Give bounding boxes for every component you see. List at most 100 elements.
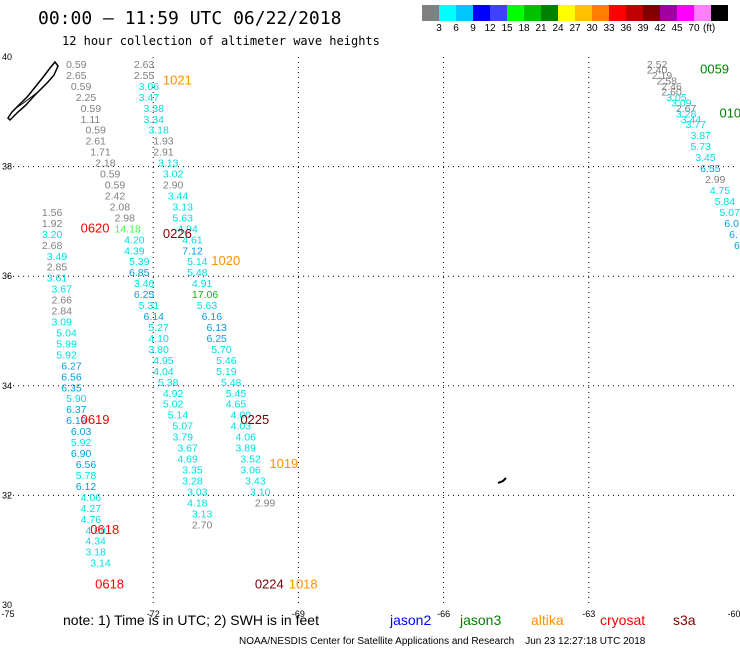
wave-height-value: 3.02 bbox=[163, 169, 184, 181]
wave-height-value: 3.61 bbox=[47, 273, 68, 285]
wave-height-value: 7.12 bbox=[182, 245, 203, 257]
wave-height-value: 2.68 bbox=[42, 240, 63, 252]
wave-height-value: 5.04 bbox=[56, 327, 77, 339]
wave-height-value: 4.39 bbox=[124, 245, 145, 257]
credit-line: NOAA/NESDIS Center for Satellite Applica… bbox=[239, 636, 646, 647]
wave-height-value: 14.18 bbox=[114, 223, 140, 235]
wave-height-value: 4.06 bbox=[81, 492, 102, 504]
wave-height-value: 4.20 bbox=[124, 234, 145, 246]
wave-height-value: 3.34 bbox=[144, 114, 165, 126]
pass-time-label: 0619 bbox=[81, 412, 110, 427]
wave-height-value: 2.67 bbox=[676, 103, 697, 115]
wave-height-value: 5.99 bbox=[56, 338, 77, 350]
wave-height-value: 6.03 bbox=[71, 426, 92, 438]
wave-height-value: 6.16 bbox=[202, 311, 223, 323]
wave-height-value: 4.09 bbox=[85, 525, 106, 537]
scale-label: 3 bbox=[436, 23, 442, 34]
wave-height-value: 3.20 bbox=[42, 229, 63, 241]
scale-label: 9 bbox=[470, 23, 476, 34]
wave-height-value: 0.59 bbox=[85, 125, 106, 137]
wave-height-value: 17.06 bbox=[192, 289, 218, 301]
coastline bbox=[15, 85, 45, 109]
wave-height-value: 3.06 bbox=[139, 81, 160, 93]
y-tick-label: 40 bbox=[2, 52, 12, 62]
wave-height-value: 3.87 bbox=[690, 130, 711, 142]
wave-height-value: 2.40 bbox=[647, 64, 668, 76]
wave-height-value: 6.19 bbox=[66, 415, 87, 427]
wave-height-value: 0.59 bbox=[105, 180, 126, 192]
wave-height-value: 4.76 bbox=[81, 514, 102, 526]
scale-swatch bbox=[473, 5, 490, 21]
wave-height-value: 3.13 bbox=[192, 508, 213, 520]
scale-swatch bbox=[660, 5, 677, 21]
wave-height-value: 6.0 bbox=[724, 218, 739, 230]
wave-height-value: 3.47 bbox=[139, 92, 160, 104]
wave-height-value: 4.91 bbox=[192, 278, 213, 290]
x-tick-label: -60 bbox=[727, 609, 740, 619]
wave-height-value: 0.59 bbox=[71, 81, 92, 93]
wave-height-value: 3.18 bbox=[85, 547, 106, 559]
wave-height-value: 5.19 bbox=[216, 366, 237, 378]
scale-swatch bbox=[490, 5, 507, 21]
wave-height-value: 5.14 bbox=[187, 256, 208, 268]
wave-height-value: 3.79 bbox=[173, 432, 194, 444]
wave-height-value: 3.49 bbox=[47, 251, 68, 263]
pass-time-label: 1021 bbox=[163, 72, 192, 87]
wave-height-value: 5.27 bbox=[148, 322, 169, 334]
wave-height-value: 3.77 bbox=[686, 119, 707, 131]
wave-height-value: 5.39 bbox=[129, 256, 150, 268]
scale-label: 42 bbox=[654, 23, 666, 34]
wave-height-value: 3.18 bbox=[148, 125, 169, 137]
y-tick-label: 38 bbox=[2, 162, 12, 172]
wave-height-value: 2.84 bbox=[52, 306, 73, 318]
scale-label: 18 bbox=[518, 23, 530, 34]
wave-height-value: 6.14 bbox=[144, 311, 165, 323]
scale-label: 36 bbox=[620, 23, 632, 34]
wave-height-value: 6.56 bbox=[61, 371, 82, 383]
wave-height-value: 4.61 bbox=[182, 234, 203, 246]
wave-height-value: 2.60 bbox=[661, 86, 682, 98]
wave-height-value: 2.98 bbox=[114, 212, 135, 224]
wave-height-value: 5.92 bbox=[71, 437, 92, 449]
wave-height-value: 2.99 bbox=[255, 497, 276, 509]
wave-height-value: 4.65 bbox=[226, 399, 247, 411]
island bbox=[497, 477, 507, 484]
wave-height-value: 3.14 bbox=[90, 558, 111, 570]
scale-label: 33 bbox=[603, 23, 615, 34]
wave-height-value: 6.12 bbox=[76, 481, 97, 493]
wave-height-value: 2.66 bbox=[52, 295, 73, 307]
chart-subtitle: 12 hour collection of altimeter wave hei… bbox=[62, 34, 380, 48]
wave-height-value: 2.55 bbox=[134, 70, 155, 82]
legend-s3a: s3a bbox=[673, 612, 696, 628]
wave-height-value: 0.59 bbox=[66, 59, 87, 71]
wave-height-value: 4.27 bbox=[81, 503, 102, 515]
wave-height-value: 3.09 bbox=[671, 97, 692, 109]
x-tick-label: -66 bbox=[437, 609, 450, 619]
scale-label: 12 bbox=[484, 23, 496, 34]
scale-label: 45 bbox=[671, 23, 683, 34]
wave-height-value: 6.55 bbox=[700, 163, 721, 175]
wave-height-value: 1.93 bbox=[153, 136, 174, 148]
wave-height-value: 0.59 bbox=[81, 103, 102, 115]
wave-height-value: 5.70 bbox=[211, 344, 232, 356]
scale-swatch bbox=[592, 5, 609, 21]
scale-swatch bbox=[609, 5, 626, 21]
legend-jason3: jason3 bbox=[460, 612, 502, 628]
wave-height-value: 3.13 bbox=[158, 158, 179, 170]
scale-label: 70 bbox=[688, 23, 700, 34]
scale-swatch bbox=[422, 5, 439, 21]
wave-height-value: 2.90 bbox=[163, 180, 184, 192]
wave-height-value: 3.67 bbox=[52, 284, 73, 296]
wave-height-value: 3.89 bbox=[235, 443, 256, 455]
wave-height-value: 3.67 bbox=[177, 443, 198, 455]
wave-height-value: 3.09 bbox=[52, 317, 73, 329]
legend-jason2: jason2 bbox=[390, 612, 432, 628]
scale-swatch bbox=[711, 5, 728, 21]
scale-swatch bbox=[507, 5, 524, 21]
x-tick-label: -75 bbox=[1, 609, 14, 619]
pass-time-label: 0618 bbox=[90, 522, 119, 537]
x-tick-label: -72 bbox=[147, 609, 160, 619]
wave-height-value: 5.63 bbox=[197, 300, 218, 312]
scale-swatch bbox=[524, 5, 541, 21]
